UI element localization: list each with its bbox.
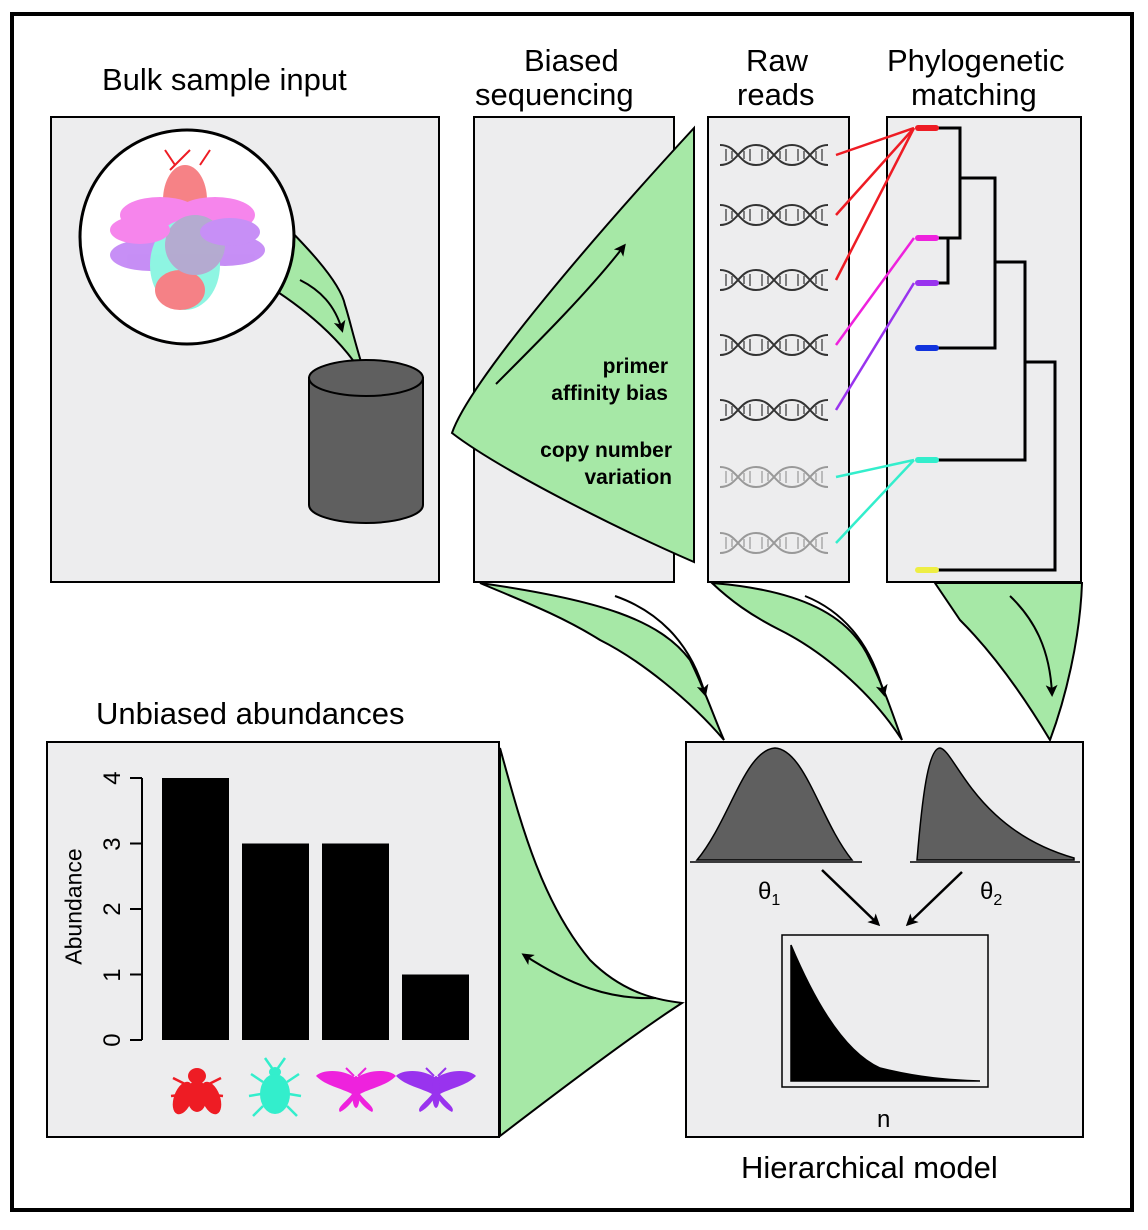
y-tick-label: 3 [99, 836, 126, 851]
funnel-phylo [933, 582, 1084, 743]
bar-moth-purple [402, 974, 469, 1040]
title-phylo-2: matching [911, 77, 1037, 112]
bias-wedge [450, 125, 695, 564]
title-unbiased-abundances: Unbiased abundances [96, 696, 405, 731]
title-biased-2: sequencing [475, 77, 634, 112]
title-phylo-1: Phylogenetic [887, 43, 1065, 78]
phylo-tree [938, 126, 1057, 572]
moth-icon [396, 1067, 476, 1112]
funnel-reads [709, 581, 903, 741]
dna-icon [719, 203, 829, 227]
label-variation: variation [584, 466, 672, 489]
y-axis-label: Abundance [60, 848, 87, 965]
dna-icon [719, 398, 829, 422]
label-primer: primer [602, 355, 668, 378]
abundance-chart [130, 777, 469, 1041]
dna-strands [719, 143, 829, 555]
n-label: n [877, 1106, 891, 1133]
y-tick-label: 1 [99, 967, 126, 982]
dna-icon [719, 531, 829, 555]
funnel-biased [479, 582, 725, 741]
y-tick-label: 0 [99, 1033, 126, 1047]
y-tick-label: 4 [99, 771, 126, 785]
title-biased-1: Biased [524, 43, 619, 78]
y-tick-label: 2 [99, 902, 126, 916]
dna-icon [719, 143, 829, 167]
dna-icon [719, 465, 829, 489]
bar-beetle-cyan [242, 843, 309, 1040]
fly-icon [170, 1068, 224, 1115]
bar-fly-red [162, 778, 229, 1040]
beetle-icon [248, 1057, 302, 1117]
tip-markers [915, 125, 939, 573]
skewed-curve-icon [916, 747, 1075, 861]
title-bulk-sample-input: Bulk sample input [102, 62, 347, 97]
exponential-curve-icon [790, 944, 981, 1082]
label-affinity-bias: affinity bias [551, 382, 668, 405]
matching-lines [834, 126, 916, 544]
dna-icon [719, 333, 829, 357]
cylinder-icon [308, 359, 424, 524]
bell-curve-icon [695, 747, 854, 861]
insect-pile [110, 165, 265, 310]
title-raw-1: Raw [746, 43, 809, 78]
theta2-label: θ2 [980, 878, 1003, 909]
moth-icon [316, 1067, 396, 1112]
theta1-label: θ1 [758, 878, 781, 909]
label-copy-number: copy number [540, 439, 672, 462]
title-raw-2: reads [737, 77, 815, 112]
dna-icon [719, 268, 829, 292]
funnel-model-output [499, 747, 685, 1139]
title-hierarchical-model: Hierarchical model [741, 1150, 998, 1185]
bar-moth-magenta [322, 843, 389, 1040]
